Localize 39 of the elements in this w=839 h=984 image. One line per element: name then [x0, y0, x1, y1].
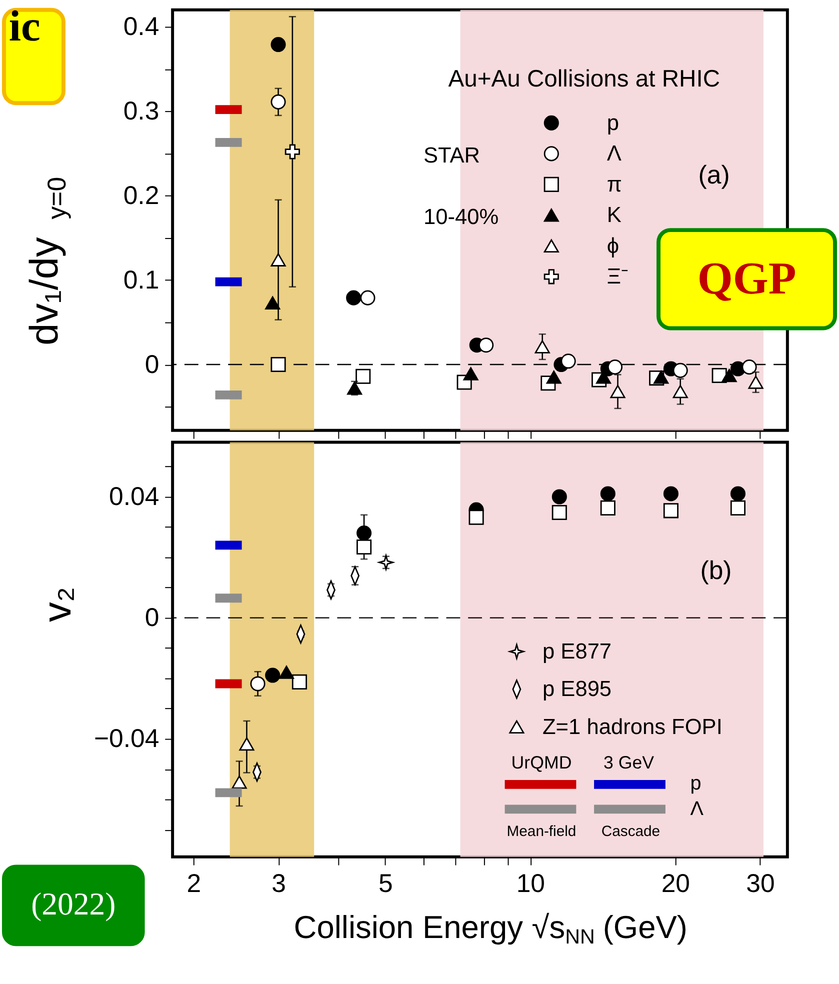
annotation: p: [690, 772, 702, 794]
y-tick-label: −0.04: [94, 725, 160, 754]
legend-label: p E877: [542, 638, 612, 664]
annotation: (a): [698, 161, 730, 190]
annotation: Cascade: [601, 824, 660, 840]
y-tick-label: 0.4: [123, 13, 160, 42]
x-tick-label: 3: [272, 870, 286, 898]
annotation: STAR: [423, 142, 480, 168]
text: ic: [8, 2, 40, 51]
legend-label: Z=1 hadrons FOPI: [542, 714, 722, 739]
annotation: Mean-field: [506, 824, 576, 840]
annotation: (b): [700, 557, 732, 586]
y-axis-title: v₂: [35, 586, 80, 622]
x-tick-label: 20: [661, 870, 690, 898]
y-tick-label: 0.2: [123, 182, 160, 210]
x-tick-label: 10: [516, 870, 545, 898]
annotation: 3 GeV: [603, 752, 654, 773]
y-tick-label: 0: [144, 604, 160, 632]
x-tick-label: 2: [186, 870, 202, 898]
legend-label: π: [606, 171, 622, 196]
legend-label: K: [606, 202, 622, 228]
legend-label: p E895: [542, 676, 612, 702]
y-tick-label: 0.04: [109, 483, 160, 512]
annotation: QGP: [697, 252, 796, 304]
x-tick-label: 30: [746, 870, 775, 898]
legend-label: ϕ: [606, 232, 620, 258]
annotation: UrQMD: [511, 752, 572, 773]
annotation: 10-40%: [423, 204, 499, 230]
y-tick-label: 0.3: [123, 98, 160, 126]
legend-label: Ξ⁻: [606, 264, 628, 289]
text: (2022): [31, 886, 116, 922]
y-axis-title: dv₁/dyy=0: [22, 176, 72, 346]
x-tick-label: 5: [378, 870, 393, 898]
legend-label: p: [606, 110, 620, 135]
annotation: Au+Au Collisions at RHIC: [448, 65, 720, 92]
y-tick-label: 0: [144, 350, 160, 379]
legend-label: Λ: [606, 140, 622, 166]
y-tick-label: 0.1: [123, 266, 160, 295]
annotation: Λ: [690, 798, 704, 820]
